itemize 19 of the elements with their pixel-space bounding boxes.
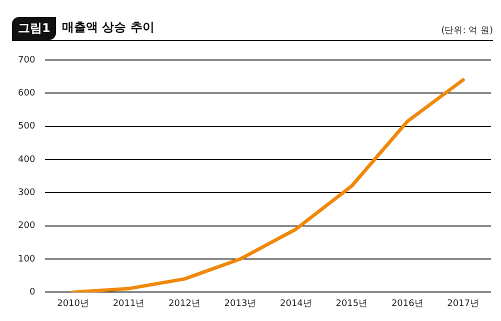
x-tick-label: 2017년 <box>447 298 480 309</box>
y-tick-label: 200 <box>18 221 36 232</box>
chart-title: 매출액 상승 추이 <box>62 19 154 36</box>
y-tick-label: 100 <box>18 254 36 264</box>
x-tick-label: 2015년 <box>336 298 368 309</box>
y-tick-label: 700 <box>18 55 36 66</box>
y-tick-label: 0 <box>29 288 36 298</box>
x-tick-label: 2011년 <box>112 298 145 309</box>
x-tick-label: 2014년 <box>280 298 312 309</box>
y-tick-label: 500 <box>18 122 36 132</box>
y-tick-label: 300 <box>18 188 36 198</box>
text: (단위: 억 원) <box>441 25 493 37</box>
caption: 그림1 <box>12 17 56 40</box>
x-tick-label: 2013년 <box>224 298 256 309</box>
y-tick-label: 600 <box>18 88 36 99</box>
y-tick-label: 400 <box>18 154 36 165</box>
x-tick-label: 2010년 <box>57 298 89 309</box>
x-tick-label: 2016년 <box>391 298 424 309</box>
x-tick-label: 2012년 <box>168 298 200 309</box>
